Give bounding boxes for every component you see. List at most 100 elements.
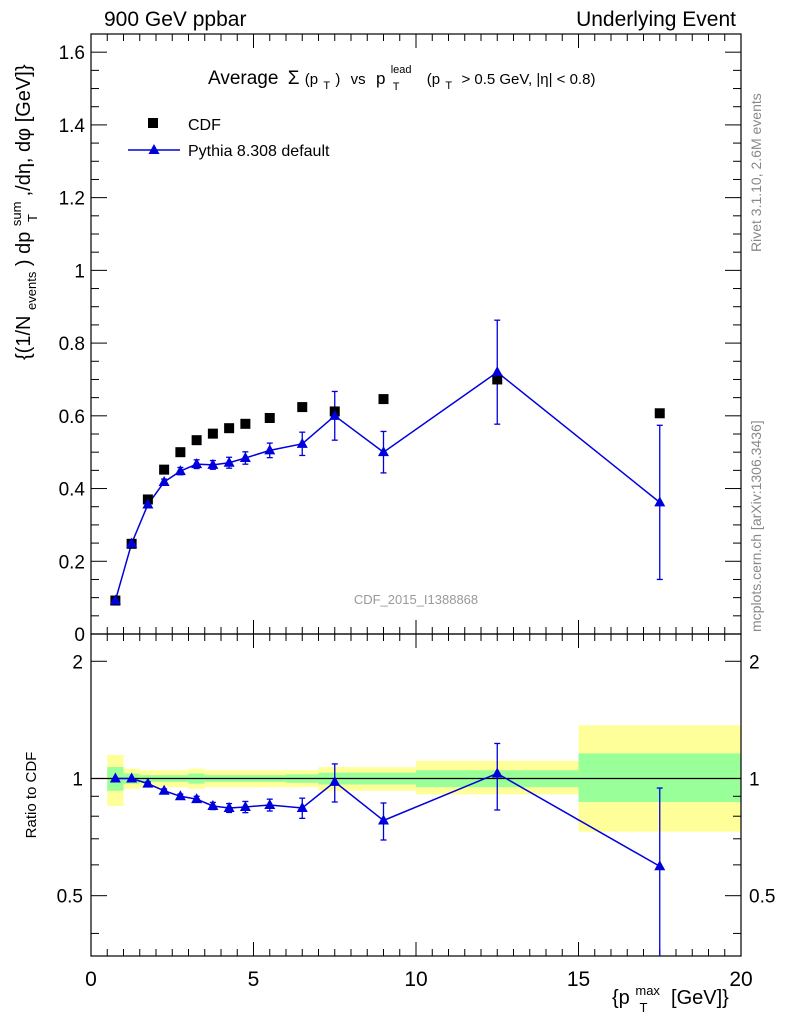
ratio-panel: 0.5 0.5 1 1 2 2 0 5 10 15 20 Ratio to CDF {p max … [23,633,775,1017]
title-vs: vs [351,71,366,88]
cdf-point [654,408,665,419]
ratio-point [296,801,308,812]
title-sigma: Σ [288,68,300,89]
y-tick-label: 1.6 [59,43,85,64]
title-cut-open: (p [427,71,440,88]
ratio-point [142,777,154,788]
y-tick-label: 1 [74,261,85,282]
mcplots-side-label: mcplots.cern.ch [arXiv:1306.3436] [748,420,764,632]
ratio-y-tick-label-right: 2 [749,652,760,673]
ratio-point [207,799,219,810]
x-tick-label: 5 [248,968,260,991]
pythia-point [491,366,503,377]
pythia-point [207,458,219,469]
ylabel-c: ,/dη, dφ [GeV]} [13,64,35,196]
ratio-point [329,775,341,786]
xlabel-a: {p [612,987,630,1009]
cdf-point [297,402,308,413]
ratio-point [191,793,203,804]
ratio-y-tick-label: 0.5 [57,887,83,908]
pythia-point [654,496,666,507]
ylabel-b-sup: sum [9,202,24,227]
ratio-y-tick-label-right: 1 [749,769,760,790]
title-pt-close: ) [335,71,340,88]
y-tick-label: 1.4 [59,116,86,137]
ratio-point [223,801,235,812]
pythia-point [191,458,203,469]
watermark-label: CDF_2015_I1388868 [354,592,478,607]
plot-title: Average Σ (p T ) vs p lead T (p T > 0.5 … [208,57,595,95]
ratio-point [174,790,186,801]
header-right: Underlying Event [576,8,736,31]
y-tick-label: 0.4 [59,480,86,501]
main-plot-frame [90,33,742,635]
ratio-point [239,800,251,811]
cdf-point [159,464,170,475]
pythia-point [174,465,186,476]
pythia-point [158,476,170,486]
pythia-point [142,498,154,509]
legend: CDF Pythia 8.308 default [128,117,330,160]
x-tick-label: 20 [729,968,752,991]
pythia-point [264,444,276,455]
header-left: 900 GeV ppbar [104,8,247,31]
x-tick-label: 15 [567,968,590,991]
main-panel: 0 0.2 0.4 0.6 0.8 1 1.2 1.4 1.6 Average Σ (p T )… [4,33,742,646]
title-cut-sub: T [445,80,452,92]
ratio-y-axis-label: Ratio to CDF [23,752,40,839]
ylabel-a-sub: events [24,271,39,310]
ratio-point [378,814,389,825]
xlabel-b: [GeV]} [671,987,729,1009]
cdf-point [378,394,389,405]
cdf-point [191,435,202,446]
pythia-point [296,437,308,448]
cdf-point [240,418,251,429]
title-p-sup: lead [391,64,412,76]
y-tick-label: 0 [74,625,85,646]
pythia-point [239,452,251,462]
legend-cdf-label: CDF [188,117,221,134]
main-y-axis-label: {(1/N events ) dp sum T ,/dη, dφ [GeV]} [4,64,42,360]
ratio-data-marks [109,742,666,956]
pythia-point [378,446,389,457]
pythia-point [329,409,341,420]
title-cut-rest: > 0.5 GeV, |η| < 0.8) [461,71,595,88]
ratio-point [126,772,138,783]
main-data-marks [109,319,666,606]
cdf-point [264,413,275,423]
ratio-point [654,860,666,871]
pythia-point [109,594,121,605]
cdf-point [175,447,186,458]
cdf-point [492,374,503,385]
title-p-sub: T [393,81,400,93]
title-p: p [376,69,385,88]
ratio-point [264,798,276,809]
cdf-point [207,428,218,439]
ratio-y-ticks: 0.5 0.5 1 1 2 2 [57,652,775,934]
legend-pythia-marker [148,144,160,154]
ratio-y-tick-label-right: 0.5 [749,887,775,908]
rivet-side-label: Rivet 3.1.10, 2.6M events [748,93,764,252]
x-tick-label: 10 [404,968,427,991]
ratio-y-tick-label: 1 [72,769,83,790]
pythia-point [126,537,138,548]
ratio-point [109,772,121,783]
ratio-uncertainty-bands [91,725,741,832]
ratio-x-ticks: 0 5 10 15 20 [85,634,753,991]
pythia-point [223,456,235,467]
y-tick-label: 0.8 [59,334,85,355]
y-tick-label: 1.2 [59,189,85,210]
title-pt: (p [305,71,318,88]
y-tick-label: 0.2 [59,552,85,573]
ratio-point [491,767,503,778]
x-tick-label: 0 [85,968,97,991]
legend-pythia-label: Pythia 8.308 default [188,143,330,160]
legend-cdf-marker [148,118,158,128]
title-average: Average [208,68,278,89]
ylabel-a: {(1/N [13,316,35,360]
cdf-point [224,423,235,434]
main-y-ticks: 0 0.2 0.4 0.6 0.8 1 1.2 1.4 1.6 [59,43,741,646]
x-axis-label: {p max T [GeV]} [612,978,729,1017]
ratio-y-tick-label: 2 [72,652,83,673]
